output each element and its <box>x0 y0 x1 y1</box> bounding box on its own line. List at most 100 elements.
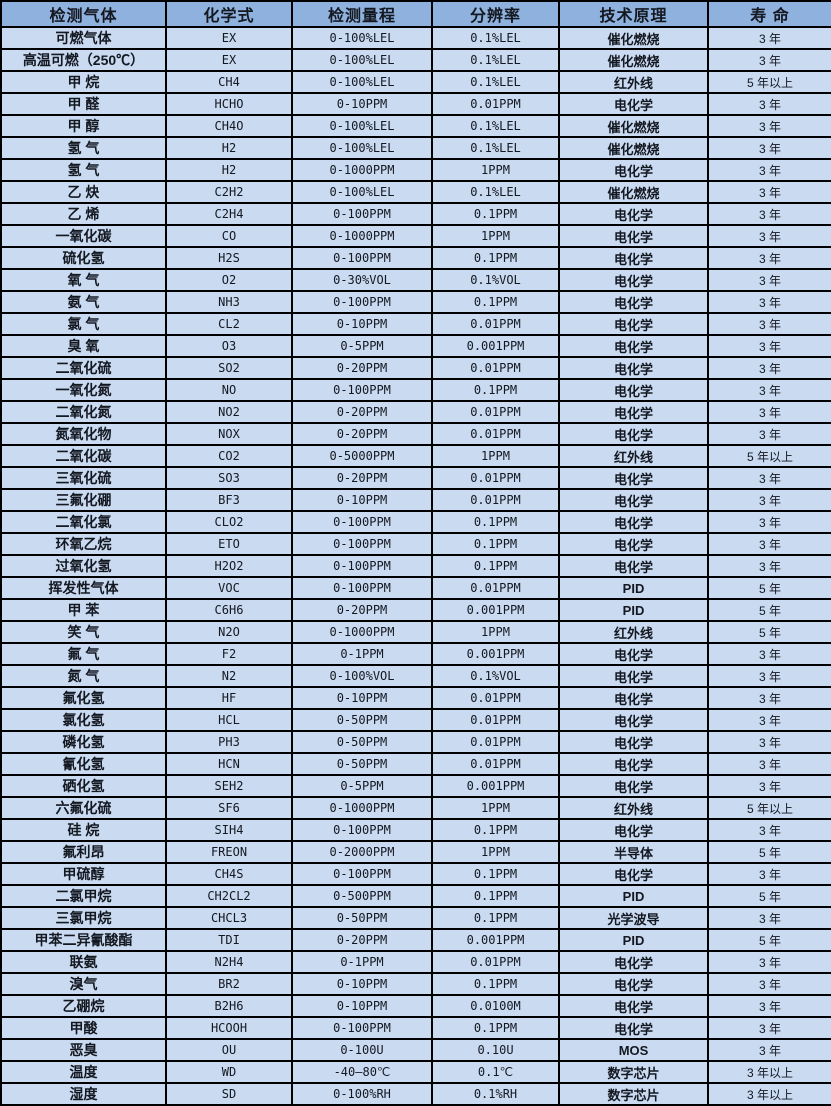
resolution-cell: 0.1%LEL <box>431 114 560 138</box>
principle-cell: 电化学 <box>558 664 709 688</box>
table-row: 氮氧化物 NOX 0-20PPM 0.01PPM 电化学 3 年 <box>0 422 831 446</box>
table-row: 乙 烯 C2H4 0-100PPM 0.1PPM 电化学 3 年 <box>0 202 831 226</box>
principle-cell: 电化学 <box>558 246 709 270</box>
gas-cell: 氨 气 <box>0 290 167 314</box>
gas-cell: 笑 气 <box>0 620 167 644</box>
lifespan-cell: 3 年 <box>707 422 831 446</box>
table-row: 臭 氧 O3 0-5PPM 0.001PPM 电化学 3 年 <box>0 334 831 358</box>
resolution-cell: 0.01PPM <box>431 752 560 776</box>
principle-cell: 电化学 <box>558 290 709 314</box>
lifespan-cell: 3 年 <box>707 642 831 666</box>
range-cell: 0-50PPM <box>291 752 433 776</box>
principle-cell: 电化学 <box>558 862 709 886</box>
lifespan-cell: 3 年 <box>707 686 831 710</box>
resolution-cell: 0.1PPM <box>431 884 560 908</box>
principle-cell: 电化学 <box>558 92 709 116</box>
table-row: 氢 气 H2 0-100%LEL 0.1%LEL 催化燃烧 3 年 <box>0 136 831 160</box>
resolution-cell: 1PPM <box>431 158 560 182</box>
resolution-cell: 0.1PPM <box>431 510 560 534</box>
resolution-cell: 0.001PPM <box>431 642 560 666</box>
gas-cell: 温度 <box>0 1060 167 1084</box>
table-row: 三氯甲烷 CHCL3 0-50PPM 0.1PPM 光学波导 3 年 <box>0 906 831 930</box>
gas-cell: 二氧化氮 <box>0 400 167 424</box>
principle-cell: 电化学 <box>558 532 709 556</box>
gas-cell: 硒化氢 <box>0 774 167 798</box>
resolution-cell: 0.01PPM <box>431 950 560 974</box>
range-cell: 0-10PPM <box>291 994 433 1018</box>
formula-cell: NO <box>165 378 293 402</box>
gas-cell: 氧 气 <box>0 268 167 292</box>
gas-cell: 氟化氢 <box>0 686 167 710</box>
formula-cell: FREON <box>165 840 293 864</box>
formula-cell: HF <box>165 686 293 710</box>
resolution-cell: 0.1PPM <box>431 202 560 226</box>
range-cell: 0-10PPM <box>291 312 433 336</box>
range-cell: 0-5000PPM <box>291 444 433 468</box>
lifespan-cell: 3 年 <box>707 664 831 688</box>
lifespan-cell: 5 年以上 <box>707 444 831 468</box>
principle-cell: 电化学 <box>558 334 709 358</box>
table-row: 温度 WD -40—80℃ 0.1℃ 数字芯片 3 年以上 <box>0 1060 831 1084</box>
resolution-cell: 0.1℃ <box>431 1060 560 1084</box>
gas-cell: 二氯甲烷 <box>0 884 167 908</box>
formula-cell: N2O <box>165 620 293 644</box>
principle-cell: 电化学 <box>558 994 709 1018</box>
principle-cell: 电化学 <box>558 686 709 710</box>
range-cell: 0-100PPM <box>291 246 433 270</box>
table-row: 氮 气 N2 0-100%VOL 0.1%VOL 电化学 3 年 <box>0 664 831 688</box>
gas-cell: 氢 气 <box>0 136 167 160</box>
range-cell: 0-100%LEL <box>291 136 433 160</box>
table-row: 氟利昂 FREON 0-2000PPM 1PPM 半导体 5 年 <box>0 840 831 864</box>
resolution-cell: 0.1%LEL <box>431 26 560 50</box>
lifespan-cell: 3 年 <box>707 818 831 842</box>
range-cell: 0-20PPM <box>291 928 433 952</box>
resolution-cell: 0.1PPM <box>431 554 560 578</box>
lifespan-cell: 5 年以上 <box>707 70 831 94</box>
formula-cell: H2 <box>165 136 293 160</box>
range-cell: 0-100PPM <box>291 818 433 842</box>
resolution-cell: 0.1%VOL <box>431 664 560 688</box>
principle-cell: 红外线 <box>558 70 709 94</box>
range-cell: -40—80℃ <box>291 1060 433 1084</box>
range-cell: 0-5PPM <box>291 334 433 358</box>
lifespan-cell: 3 年以上 <box>707 1060 831 1084</box>
range-cell: 0-20PPM <box>291 356 433 380</box>
formula-cell: VOC <box>165 576 293 600</box>
gas-cell: 氟 气 <box>0 642 167 666</box>
range-cell: 0-100PPM <box>291 510 433 534</box>
resolution-cell: 0.01PPM <box>431 466 560 490</box>
table-row: 恶臭 OU 0-100U 0.10U MOS 3 年 <box>0 1038 831 1062</box>
formula-cell: NO2 <box>165 400 293 424</box>
gas-cell: 甲 醛 <box>0 92 167 116</box>
gas-cell: 二氧化碳 <box>0 444 167 468</box>
table-row: 氧 气 O2 0-30%VOL 0.1%VOL 电化学 3 年 <box>0 268 831 292</box>
gas-cell: 氮氧化物 <box>0 422 167 446</box>
resolution-cell: 0.01PPM <box>431 312 560 336</box>
formula-cell: C2H4 <box>165 202 293 226</box>
lifespan-cell: 3 年 <box>707 510 831 534</box>
gas-cell: 三氟化硼 <box>0 488 167 512</box>
resolution-cell: 0.01PPM <box>431 356 560 380</box>
resolution-cell: 0.001PPM <box>431 774 560 798</box>
principle-cell: 电化学 <box>558 400 709 424</box>
gas-cell: 二氧化氯 <box>0 510 167 534</box>
principle-cell: 催化燃烧 <box>558 26 709 50</box>
formula-cell: H2O2 <box>165 554 293 578</box>
range-cell: 0-100%RH <box>291 1082 433 1106</box>
table-row: 笑 气 N2O 0-1000PPM 1PPM 红外线 5 年 <box>0 620 831 644</box>
range-cell: 0-1000PPM <box>291 796 433 820</box>
lifespan-cell: 3 年 <box>707 114 831 138</box>
range-cell: 0-100PPM <box>291 378 433 402</box>
column-header-formula: 化学式 <box>165 0 293 28</box>
gas-cell: 三氯甲烷 <box>0 906 167 930</box>
table-row: 氢 气 H2 0-1000PPM 1PPM 电化学 3 年 <box>0 158 831 182</box>
range-cell: 0-1PPM <box>291 642 433 666</box>
gas-cell: 甲硫醇 <box>0 862 167 886</box>
principle-cell: 电化学 <box>558 950 709 974</box>
resolution-cell: 0.1%LEL <box>431 48 560 72</box>
range-cell: 0-100PPM <box>291 554 433 578</box>
table-row: 乙 炔 C2H2 0-100%LEL 0.1%LEL 催化燃烧 3 年 <box>0 180 831 204</box>
range-cell: 0-2000PPM <box>291 840 433 864</box>
formula-cell: HCOOH <box>165 1016 293 1040</box>
